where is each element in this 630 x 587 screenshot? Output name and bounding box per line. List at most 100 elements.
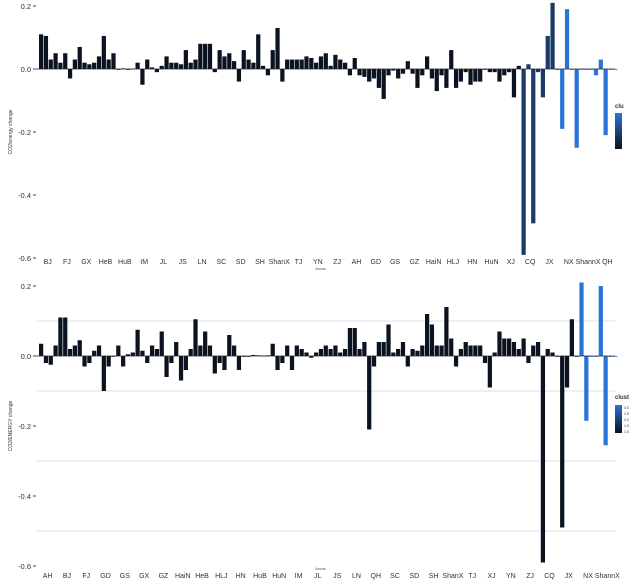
bar [43, 35, 49, 69]
bar [333, 345, 338, 356]
x-tick-label: BJ [63, 573, 71, 580]
bar [376, 342, 381, 356]
bar [63, 53, 68, 69]
bar [106, 356, 111, 367]
bar [48, 356, 53, 365]
bar [265, 69, 270, 76]
x-tick-label: IM [295, 573, 303, 580]
bar [453, 69, 459, 88]
bar [352, 328, 357, 356]
bar [145, 356, 150, 363]
bar [203, 43, 208, 69]
bar [232, 61, 237, 69]
bar [434, 69, 439, 92]
bar [429, 324, 435, 356]
bar [468, 345, 473, 356]
bar [545, 35, 550, 69]
legend-colorbar [615, 405, 622, 433]
x-tick-label: GS [120, 573, 130, 580]
bar [564, 356, 570, 388]
bar [212, 69, 217, 73]
bar [400, 69, 406, 74]
bar [53, 53, 58, 69]
bar [540, 356, 546, 563]
x-tick-label: SC [390, 573, 400, 580]
x-tick-label: QH [602, 259, 613, 266]
x-tick-label: JS [179, 259, 188, 266]
bar [516, 349, 521, 356]
x-tick-label: SH [255, 259, 265, 266]
bar [314, 62, 319, 69]
bar [492, 352, 497, 356]
bar [87, 64, 92, 69]
bar [473, 345, 478, 356]
bar [367, 69, 372, 82]
bar [574, 69, 579, 148]
bar [410, 69, 415, 74]
bar [63, 317, 68, 356]
bar [367, 356, 372, 430]
bar [217, 50, 222, 69]
bar [347, 328, 353, 356]
bar [149, 345, 155, 356]
bar [453, 356, 459, 367]
x-tick-label: ShannX [595, 573, 620, 580]
bar [482, 356, 488, 363]
x-tick-label: YN [506, 573, 516, 580]
x-tick-label: TJ [468, 573, 476, 580]
bar [458, 69, 463, 82]
x-tick-label: ShanX [442, 573, 463, 580]
bar [463, 69, 468, 73]
bar [328, 349, 333, 356]
x-tick-label: XJ [507, 259, 515, 266]
bar [256, 34, 261, 69]
bar [531, 69, 536, 224]
bar [101, 356, 106, 391]
bar [434, 345, 439, 356]
legend-title: clust [615, 395, 629, 401]
bar [48, 59, 53, 69]
bar [164, 356, 169, 377]
x-tick-label: SC [216, 259, 226, 266]
bar [342, 349, 348, 356]
bar [87, 356, 92, 363]
bar [400, 342, 406, 356]
bar [381, 69, 386, 99]
y-tick-label: -0.6 [18, 562, 31, 571]
bar [376, 69, 381, 88]
bar [429, 69, 435, 79]
bar [270, 343, 275, 356]
x-tick-label: BJ [44, 259, 52, 266]
x-tick-label: GD [100, 573, 111, 580]
bar [584, 356, 589, 421]
bar [260, 65, 266, 69]
bar [121, 356, 126, 367]
bar [444, 69, 449, 88]
bar [449, 50, 454, 69]
bar [140, 69, 145, 85]
bar [299, 59, 304, 69]
x-tick-label: HuB [253, 573, 267, 580]
bar [309, 57, 314, 69]
bar [511, 342, 517, 356]
x-tick-label: HLJ [447, 259, 459, 266]
plot-area [36, 6, 625, 258]
bar [362, 342, 367, 356]
bar [280, 69, 285, 82]
x-tick-label: JS [333, 573, 342, 580]
x-tick-label: ShannX [576, 259, 601, 266]
y-tick-label: 0.2 [21, 2, 31, 11]
bar [420, 69, 425, 76]
bar [183, 356, 188, 370]
bar [328, 65, 333, 69]
bar [251, 62, 256, 69]
x-tick-label: SH [429, 573, 439, 580]
bar [357, 349, 362, 356]
bar [58, 62, 63, 69]
bar [178, 356, 184, 381]
bar [502, 338, 507, 356]
bar [169, 62, 174, 69]
bar [396, 69, 401, 79]
x-axis-title: Areas [315, 566, 325, 571]
bar [149, 67, 155, 69]
